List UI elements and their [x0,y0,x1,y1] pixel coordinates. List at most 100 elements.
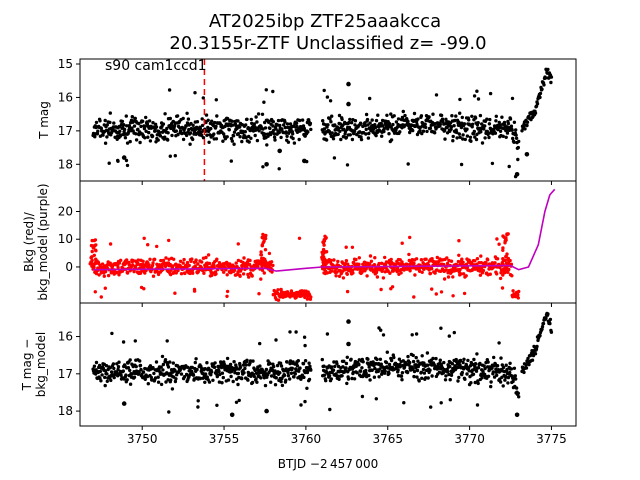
data-point [184,124,188,128]
data-point [204,113,209,117]
data-point [309,368,313,372]
data-point [252,122,256,126]
data-point [185,260,190,265]
data-point [212,263,216,267]
data-point [236,242,240,246]
data-point [288,359,293,363]
data-point [236,382,240,387]
data-point [327,267,332,271]
data-point [354,257,358,262]
data-point [217,380,222,384]
data-point [504,375,508,379]
data-point [469,139,473,143]
data-point [116,367,120,372]
data-point [334,274,338,278]
data-point [451,275,455,279]
data-point [373,123,377,127]
data-point [99,271,104,275]
data-point [161,362,166,367]
data-point [171,361,175,365]
data-point [467,118,471,122]
data-point [178,259,183,263]
data-point [328,99,333,103]
data-point [510,128,514,132]
data-point [408,269,412,273]
data-point [501,384,505,388]
data-point [480,141,485,145]
data-point [549,80,553,85]
data-point [176,132,180,137]
data-point [397,357,402,361]
data-point [459,125,464,130]
data-point [494,114,498,119]
data-point [374,133,378,138]
data-point [345,163,350,167]
data-point [261,232,265,237]
data-point [461,360,465,365]
data-point [306,130,310,134]
data-point [463,377,467,381]
data-point [453,118,457,123]
data-point [387,371,391,376]
data-point [341,276,346,280]
data-point [501,365,506,370]
data-point [133,116,137,121]
data-point [458,111,462,115]
data-point [353,123,357,127]
data-point [307,377,312,382]
data-point [279,135,283,140]
data-point [293,372,297,376]
data-point [472,94,477,98]
data-point [134,132,138,136]
data-point [250,380,255,385]
data-point [320,357,324,362]
data-point [166,131,170,135]
data-point [280,383,285,388]
data-point [431,112,435,116]
data-point [188,142,192,146]
data-point [431,356,435,361]
data-point [220,381,224,385]
data-point [234,261,238,265]
data-point [263,383,268,388]
data-point [244,123,248,127]
data-point [403,123,408,127]
data-point [196,405,200,409]
data-point [525,123,529,128]
data-point [89,260,93,264]
data-point [451,134,455,139]
data-point [209,373,213,377]
data-point [170,133,174,138]
data-point [383,255,387,260]
data-point [375,357,379,362]
data-point [209,126,213,131]
data-point [249,374,253,378]
data-point [470,125,474,129]
data-point [400,378,404,382]
data-point [227,128,231,132]
data-point [414,332,419,336]
data-point [179,272,184,276]
data-point [286,370,290,375]
data-point [470,114,474,119]
data-point [478,113,483,118]
data-point [305,386,309,390]
data-point [94,360,99,365]
data-point [350,245,355,249]
data-point [405,262,409,266]
data-point [130,115,134,119]
data-point [161,368,165,372]
data-point [516,293,520,297]
data-point [382,127,386,131]
data-point [474,369,479,373]
data-point [213,365,217,369]
data-point [443,378,448,382]
outlier-point [121,155,127,160]
outlier-point [264,408,269,414]
data-point [357,256,361,260]
data-point [510,96,515,101]
data-point [259,250,263,254]
data-point [327,374,332,378]
data-point [425,129,429,134]
data-point [185,111,189,116]
